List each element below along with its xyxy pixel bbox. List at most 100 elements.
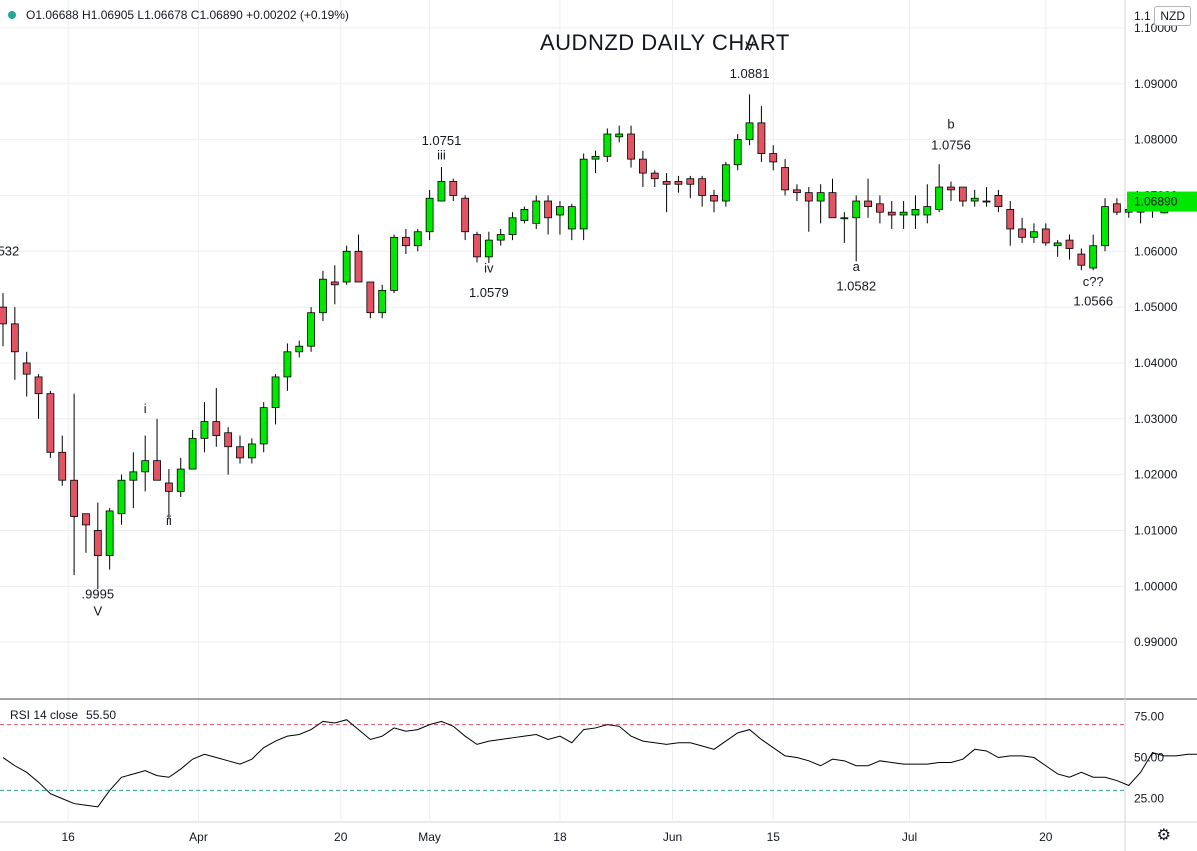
candle-body-down: [449, 181, 458, 196]
candle-body-up: [271, 376, 280, 409]
price-tick-label: 1.04000: [1134, 356, 1178, 370]
candle-body-down: [710, 195, 718, 202]
chart-title: AUDNZD DAILY CHART: [540, 30, 790, 55]
candle-body-down: [34, 376, 43, 395]
candle-body-down: [1018, 228, 1026, 238]
candle-body-up: [615, 133, 624, 138]
candle-body-up: [307, 312, 316, 347]
candle-body-up: [390, 236, 398, 291]
candle-body-up: [295, 345, 304, 353]
candle-body-up: [923, 206, 932, 216]
candle-body-down: [153, 460, 161, 481]
candle-body-up: [935, 186, 944, 210]
candle-body-up: [556, 206, 564, 216]
candle-body-up: [283, 351, 292, 378]
ohlc-readout: O1.06688 H1.06905 L1.06678 C1.06890 +0.0…: [8, 8, 349, 22]
wave-annotation: iii: [437, 148, 446, 163]
symbol-status-dot: [8, 11, 16, 19]
gear-icon[interactable]: ⚙: [1156, 827, 1171, 844]
candle-body-up: [579, 158, 588, 230]
rsi-legend-value: 55.50: [86, 708, 117, 722]
candle-body-up: [1101, 206, 1109, 247]
last-price-marker: [1127, 191, 1197, 212]
candle-body-up: [508, 217, 517, 235]
time-tick-label: 15: [767, 830, 781, 844]
candle-body-up: [425, 197, 434, 233]
candle-body-down: [401, 236, 410, 247]
wave-annotation: V: [93, 603, 102, 618]
rsi-line: [2, 719, 1197, 808]
candle-body-down: [994, 195, 1003, 208]
candle-body-up: [745, 122, 754, 141]
candle-body-down: [58, 451, 67, 481]
candle-body-up: [1053, 242, 1062, 247]
candle-body-down: [1113, 203, 1121, 213]
wave-annotation: iv: [484, 260, 494, 275]
candle-body-up: [176, 468, 185, 492]
wave-annotation: 1.0582: [836, 278, 876, 293]
candle-body-down: [544, 200, 552, 219]
candle-body-down: [46, 393, 55, 453]
candle-body-down: [781, 167, 789, 191]
wave-annotation: .9995: [82, 587, 115, 602]
wave-annotation: a: [853, 259, 861, 274]
price-tick-label: 1.09000: [1134, 77, 1178, 91]
candle-body-down: [958, 186, 967, 202]
candle-body-down: [22, 362, 31, 375]
candle-body-up: [603, 133, 612, 157]
wave-annotation: 1.0579: [469, 285, 509, 300]
candle-body-up: [721, 164, 730, 202]
wave-annotation: 1.0756: [931, 138, 971, 153]
candle-body-down: [793, 189, 801, 194]
candle-body-down: [876, 203, 884, 213]
candle-body-up: [840, 217, 849, 220]
candle-body-down: [93, 530, 102, 557]
wave-annotation: 1.0881: [730, 66, 770, 81]
candle-body-down: [674, 181, 683, 185]
candle-body-up: [520, 208, 529, 221]
candle-body-down: [828, 192, 837, 219]
candle-body-down: [0, 306, 7, 325]
candle-body-up: [188, 437, 197, 470]
candle-body-down: [686, 178, 695, 185]
candle-body-up: [733, 139, 742, 166]
wave-annotation: 1.0566: [1073, 293, 1113, 308]
candle-body-up: [342, 250, 351, 283]
candle-body-up: [816, 192, 825, 202]
candle-body-down: [10, 323, 19, 353]
time-tick-label: May: [418, 830, 441, 844]
candle-body-down: [473, 234, 481, 258]
time-tick-label: Apr: [189, 830, 208, 844]
candle-body-up: [496, 234, 505, 241]
candle-body-down: [236, 446, 244, 459]
price-tick-label: 1.02000: [1134, 468, 1178, 482]
candle-body-up: [970, 197, 979, 202]
wave-annotation: ii: [166, 513, 172, 528]
candle-body-up: [117, 479, 126, 515]
time-tick-label: 20: [1039, 830, 1053, 844]
candle-body-up: [437, 181, 446, 202]
rsi-tick-label: 75.00: [1134, 709, 1164, 723]
candle-body-up: [378, 289, 387, 314]
candle-body-down: [1065, 239, 1074, 249]
candle-body-down: [212, 421, 221, 436]
candle-body-up: [413, 231, 422, 247]
candle-body-down: [1077, 253, 1086, 266]
candle-body-down: [354, 250, 363, 283]
candle-body-up: [105, 510, 114, 557]
candle-body-down: [662, 181, 671, 185]
price-tick-label: 0.99000: [1134, 635, 1178, 649]
wave-annotation: c??: [1083, 274, 1104, 289]
candle-body-up: [911, 208, 920, 216]
candle-body-down: [650, 172, 659, 180]
price-tick-label: 1.06000: [1134, 244, 1178, 258]
candle-body-down: [864, 200, 872, 208]
candle-body-down: [224, 432, 233, 448]
candle-body-down: [804, 192, 813, 202]
time-tick-label: Jul: [902, 830, 917, 844]
currency-button[interactable]: NZD: [1154, 6, 1191, 26]
candle-body-down: [1006, 208, 1015, 230]
price-tick-label: 1.08000: [1134, 133, 1178, 147]
time-tick-label: 16: [61, 830, 75, 844]
